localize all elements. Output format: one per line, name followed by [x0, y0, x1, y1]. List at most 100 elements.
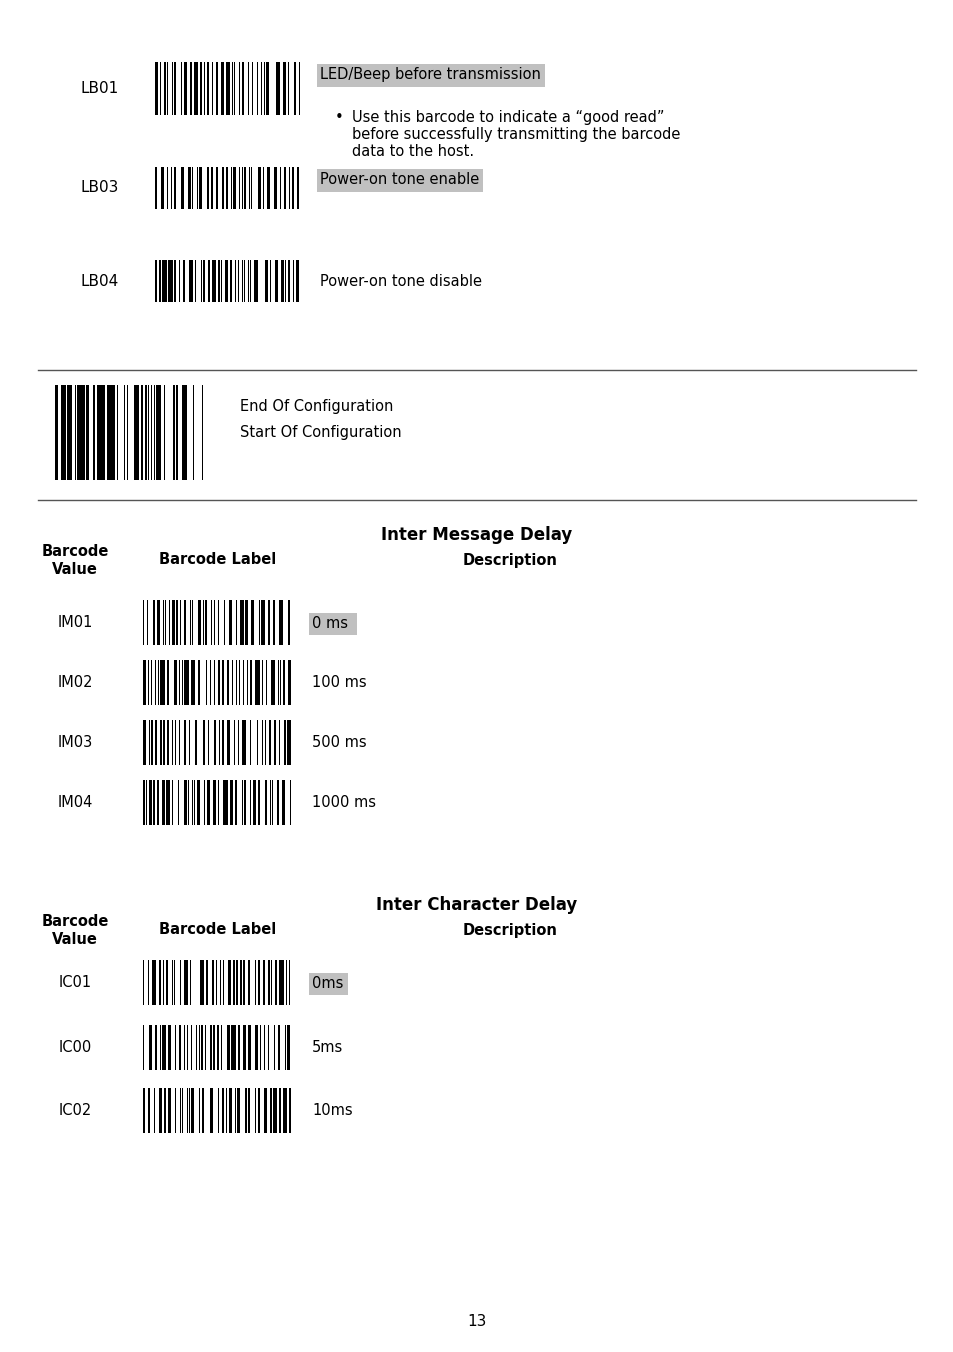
Bar [217, 780, 219, 825]
Bar [263, 1025, 265, 1069]
Bar [244, 168, 246, 210]
Text: LB01: LB01 [81, 81, 119, 96]
Bar [158, 260, 160, 301]
Bar [190, 960, 192, 1005]
Bar [264, 721, 266, 765]
Text: IC01: IC01 [58, 975, 91, 990]
Bar [207, 168, 209, 210]
Bar [270, 1088, 272, 1133]
Bar [152, 960, 156, 1005]
Text: Barcode: Barcode [41, 914, 109, 930]
Bar [212, 960, 213, 1005]
Bar [274, 260, 277, 301]
Bar [216, 168, 217, 210]
Text: IM02: IM02 [57, 675, 92, 690]
Bar [203, 721, 205, 765]
Bar [213, 1025, 215, 1069]
Bar [92, 385, 94, 480]
Bar [276, 780, 278, 825]
Bar [221, 660, 224, 704]
Bar [223, 780, 228, 825]
Bar [243, 960, 245, 1005]
FancyBboxPatch shape [309, 612, 356, 635]
Bar [168, 260, 172, 301]
Bar [287, 1025, 291, 1069]
Bar [258, 168, 261, 210]
Bar [168, 1088, 171, 1133]
Bar [184, 62, 187, 115]
Text: 10ms: 10ms [312, 1103, 353, 1118]
Bar [217, 1088, 219, 1133]
Text: IC00: IC00 [58, 1040, 91, 1055]
Bar [289, 168, 290, 210]
Bar [234, 780, 236, 825]
Bar [289, 960, 291, 1005]
Bar [164, 62, 166, 115]
Bar [248, 960, 250, 1005]
Bar [279, 168, 281, 210]
Bar [229, 600, 232, 645]
Text: 0ms: 0ms [312, 976, 343, 991]
Bar [279, 960, 283, 1005]
Bar [152, 600, 154, 645]
Bar [154, 168, 156, 210]
Bar [181, 385, 187, 480]
Bar [213, 780, 215, 825]
Bar [265, 260, 268, 301]
Bar [253, 780, 255, 825]
Text: 1000 ms: 1000 ms [312, 795, 375, 810]
Bar [159, 960, 161, 1005]
Bar [258, 780, 260, 825]
Bar [86, 385, 89, 480]
Bar [269, 721, 271, 765]
Text: 13: 13 [467, 1314, 486, 1329]
Bar [274, 960, 276, 1005]
Bar [154, 62, 158, 115]
Bar [205, 600, 207, 645]
Bar [274, 1088, 277, 1133]
Bar [200, 62, 202, 115]
Bar [174, 1088, 176, 1133]
Bar [241, 721, 246, 765]
Text: Use this barcode to indicate a “good read”: Use this barcode to indicate a “good rea… [352, 110, 664, 124]
Bar [212, 260, 216, 301]
Bar [140, 385, 143, 480]
Bar [107, 385, 114, 480]
Bar [231, 780, 233, 825]
Bar [296, 260, 299, 301]
Bar [164, 1088, 166, 1133]
Text: 5ms: 5ms [312, 1040, 343, 1055]
Bar [225, 260, 228, 301]
Bar [217, 660, 219, 704]
Bar [183, 260, 185, 301]
Bar [248, 1025, 251, 1069]
Bar [222, 721, 224, 765]
Bar [217, 600, 219, 645]
Bar [216, 62, 217, 115]
Bar [283, 721, 285, 765]
Bar [238, 1025, 240, 1069]
Bar [254, 660, 259, 704]
Text: Value: Value [52, 932, 98, 946]
Bar [195, 1025, 197, 1069]
Bar [183, 1025, 185, 1069]
Bar [167, 660, 169, 704]
Text: IM01: IM01 [57, 615, 92, 630]
Bar [181, 168, 184, 210]
Text: Barcode: Barcode [41, 545, 109, 560]
Bar [222, 1088, 223, 1133]
Bar [172, 385, 174, 480]
Bar [233, 960, 234, 1005]
Bar [160, 721, 162, 765]
Bar [153, 780, 155, 825]
Bar [174, 168, 176, 210]
Text: Value: Value [52, 561, 98, 576]
Bar [194, 721, 196, 765]
Bar [143, 721, 146, 765]
Bar [288, 260, 290, 301]
Bar [191, 1088, 193, 1133]
Bar [251, 600, 253, 645]
FancyBboxPatch shape [316, 169, 482, 192]
Bar [288, 660, 291, 704]
Bar [220, 1025, 222, 1069]
